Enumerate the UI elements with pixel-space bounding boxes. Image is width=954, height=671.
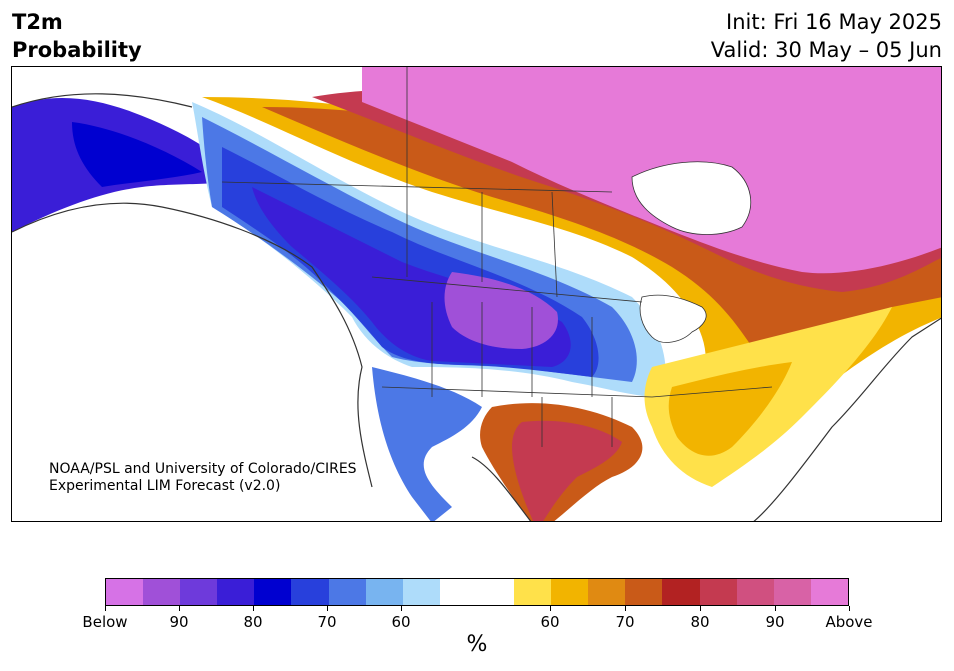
colorbar-tick-label: 70 [615, 613, 635, 631]
colorbar-tick-label: 60 [540, 613, 560, 631]
colorbar-tick-mark [253, 606, 254, 611]
cold-region-alaska-core [72, 122, 202, 187]
colorbar-tick-label: Below [82, 613, 128, 631]
colorbar-swatch [551, 579, 589, 605]
colorbar-tick-mark [327, 606, 328, 611]
colorbar-swatch [476, 579, 515, 605]
colorbar-swatch [773, 579, 811, 605]
colorbar-swatch [328, 579, 366, 605]
colorbar-swatch [402, 579, 440, 605]
chart-title: T2m Probability [12, 8, 142, 64]
warm-region-southeast-core [668, 362, 792, 456]
colorbar-swatch [365, 579, 403, 605]
colorbar-tick-mark [105, 606, 106, 611]
colorbar-tick-label: 90 [169, 613, 189, 631]
colorbar-swatch [736, 579, 774, 605]
colorbar [105, 578, 849, 606]
colorbar-unit: % [466, 632, 488, 657]
colorbar-tick-mark [775, 606, 776, 611]
colorbar-tick-label: 80 [243, 613, 263, 631]
colorbar-tick-mark [700, 606, 701, 611]
cold-band-peak [444, 272, 558, 349]
colorbar-tick-mark [625, 606, 626, 611]
probability-map [12, 67, 941, 521]
country-borders [221, 67, 773, 447]
colorbar-swatch [810, 579, 848, 605]
colorbar-tick-label: 60 [391, 613, 411, 631]
colorbar-tick-label: 90 [765, 613, 785, 631]
colorbar-swatch [588, 579, 626, 605]
colorbar-swatch [106, 579, 144, 605]
great-lakes [639, 294, 707, 343]
colorbar-swatch [217, 579, 255, 605]
subtitle-label: Probability [12, 38, 142, 62]
hudson-bay [631, 161, 751, 235]
colorbar-tick-label: Above [825, 613, 873, 631]
colorbar-swatch [439, 579, 477, 605]
colorbar-tick-label: 80 [690, 613, 710, 631]
colorbar-tick-mark [550, 606, 551, 611]
colorbar-tick-mark [849, 606, 850, 611]
credit-line-1: NOAA/PSL and University of Colorado/CIRE… [49, 461, 357, 477]
colorbar-tick-mark [401, 606, 402, 611]
init-date: Init: Fri 16 May 2025 [726, 10, 942, 34]
colorbar-swatch [143, 579, 181, 605]
valid-date: Valid: 30 May – 05 Jun [710, 38, 942, 62]
map-panel [11, 66, 942, 522]
warm-band-mid [262, 107, 941, 347]
colorbar-tick-label: 70 [317, 613, 337, 631]
credit-line-2: Experimental LIM Forecast (v2.0) [49, 478, 281, 494]
colorbar-swatch [662, 579, 700, 605]
colorbar-swatch [180, 579, 218, 605]
colorbar-swatch [625, 579, 663, 605]
date-info: Init: Fri 16 May 2025 Valid: 30 May – 05… [711, 8, 942, 64]
coastline [12, 93, 941, 521]
warm-region-gulf-core [512, 420, 622, 521]
variable-label: T2m [12, 10, 63, 34]
colorbar-tick-mark [179, 606, 180, 611]
cold-region-southwest [372, 367, 482, 521]
colorbar-swatch [291, 579, 329, 605]
colorbar-swatch [699, 579, 737, 605]
colorbar-swatch [514, 579, 552, 605]
credit-text: NOAA/PSL and University of Colorado/CIRE… [49, 461, 357, 495]
colorbar-swatch [254, 579, 292, 605]
